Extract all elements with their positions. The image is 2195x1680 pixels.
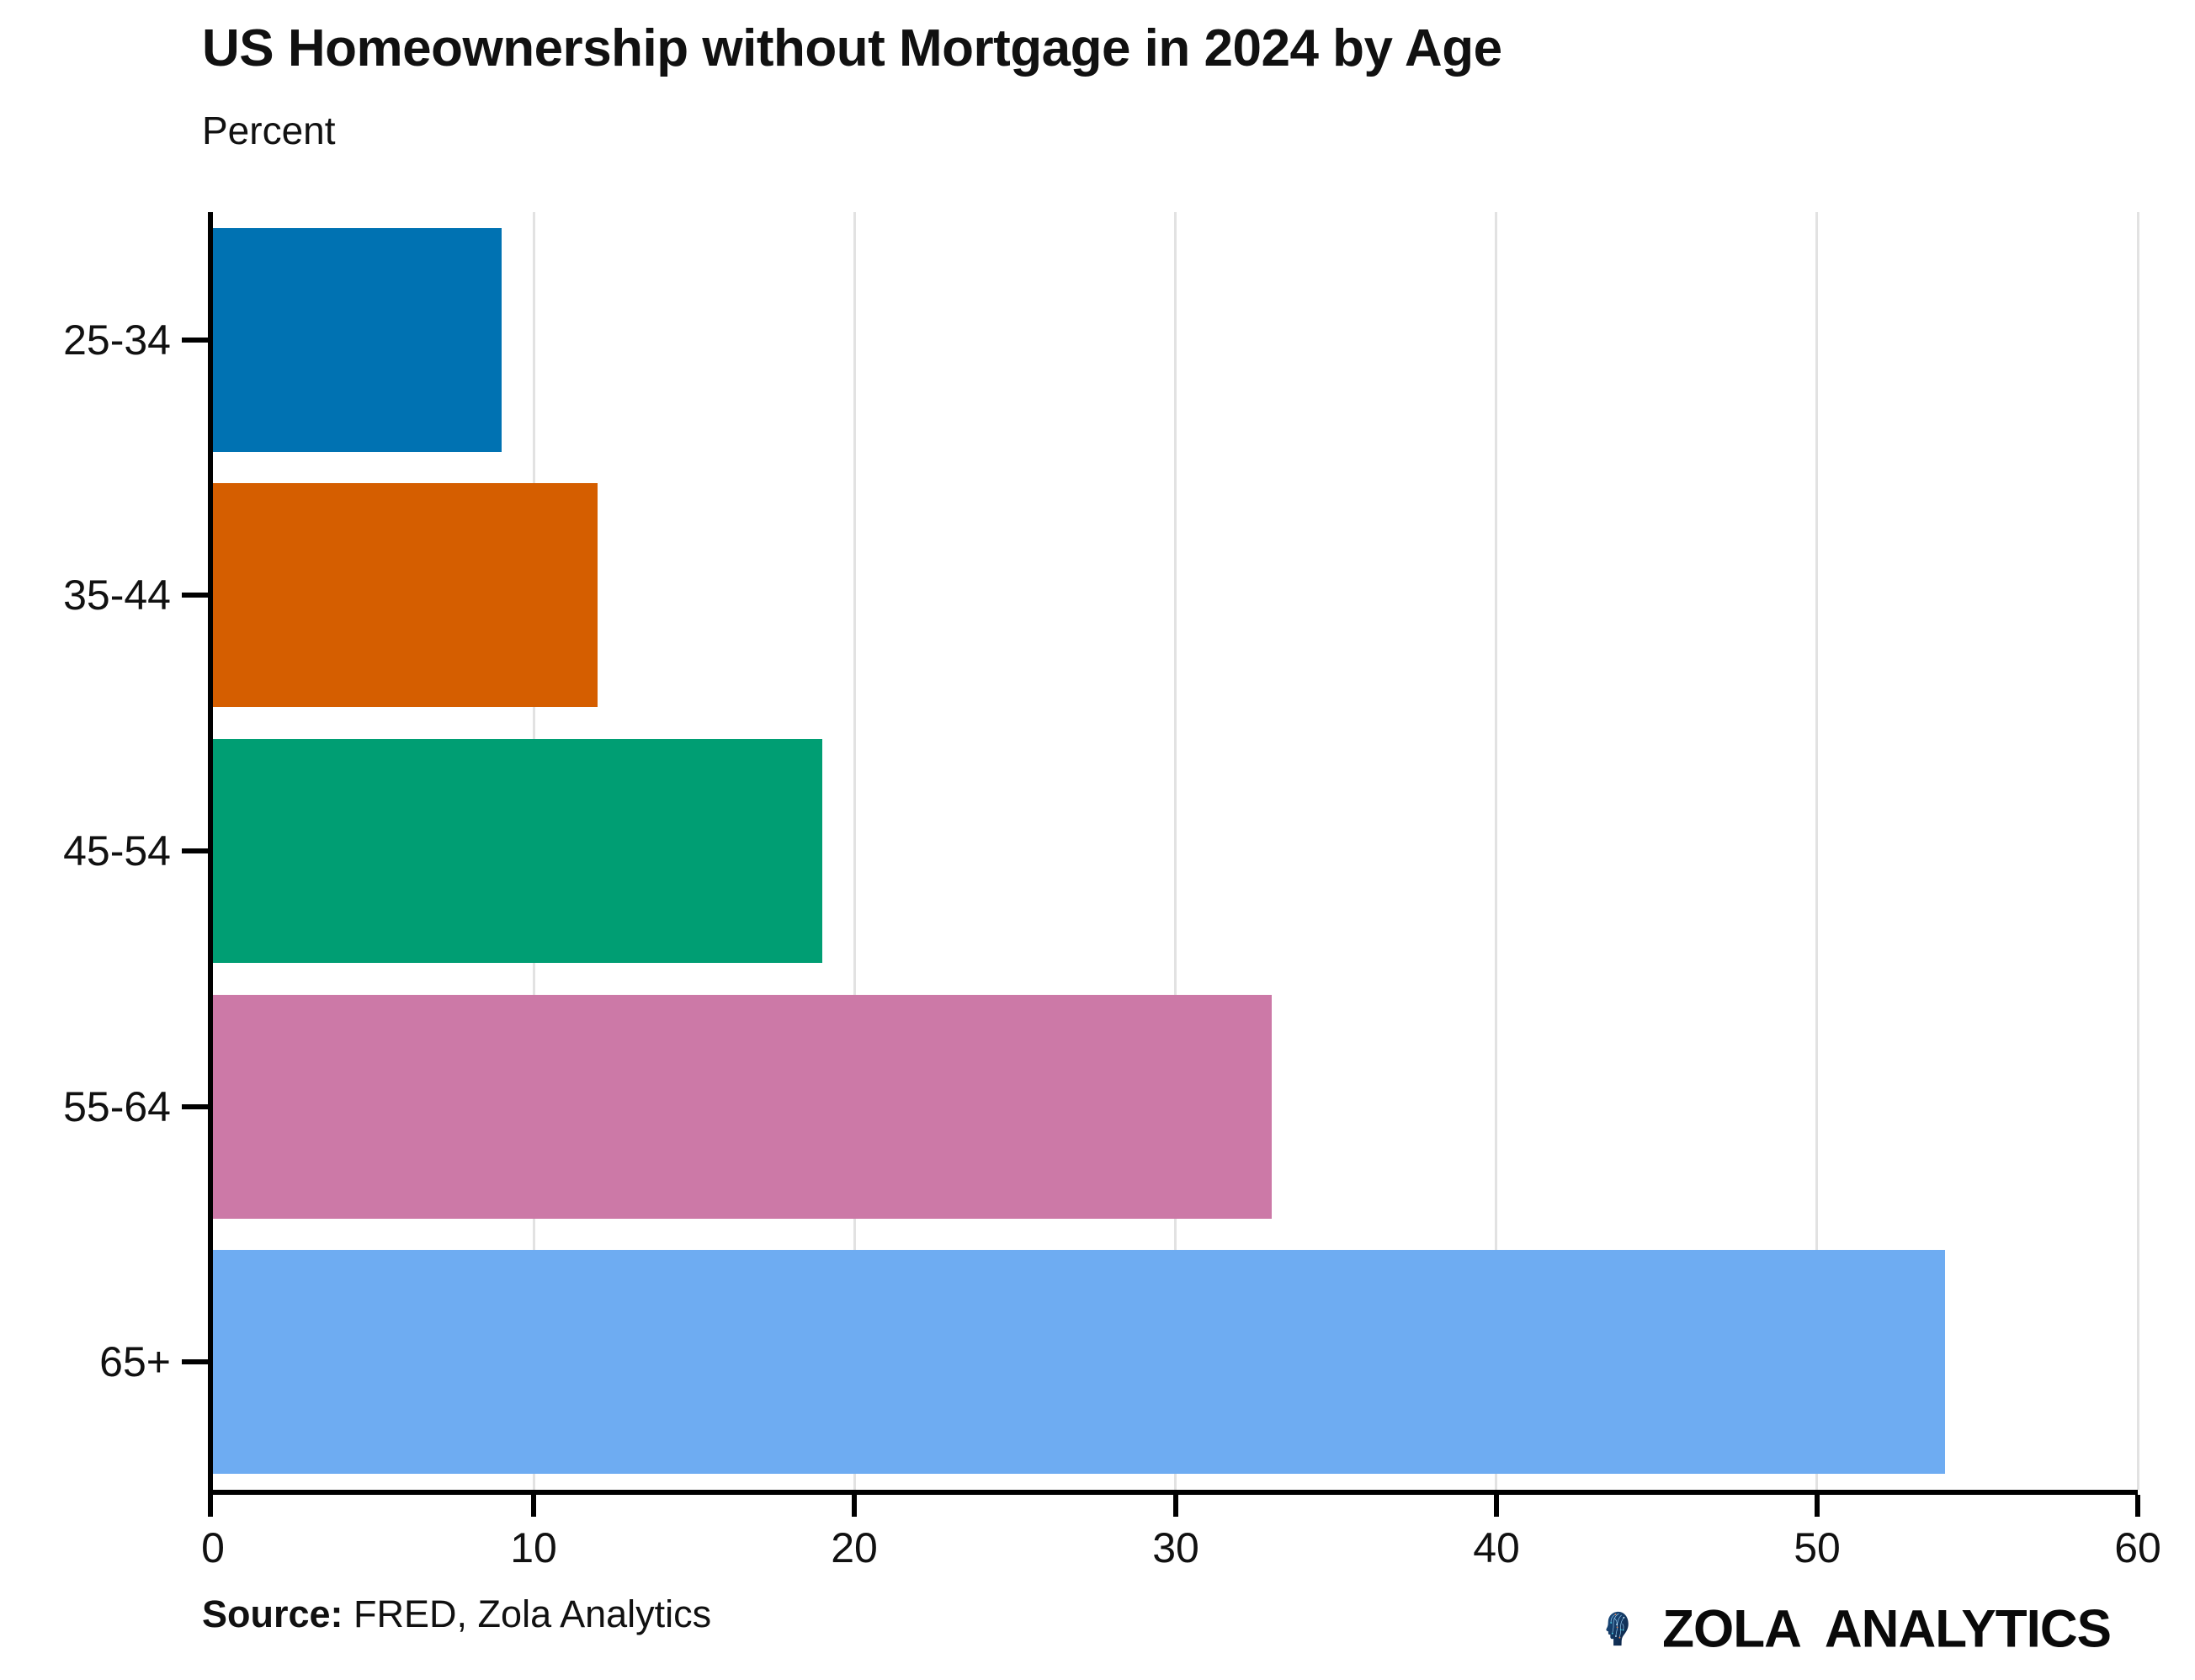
x-tick-mark-30: [1173, 1495, 1178, 1517]
x-tick-mark-50: [1815, 1495, 1820, 1517]
x-tick-mark-0: [208, 1495, 213, 1517]
x-tick-label-30: 30: [1152, 1524, 1199, 1571]
chart-subtitle: Percent: [202, 109, 336, 152]
gridline-30: [1174, 212, 1177, 1490]
x-tick-label-10: 10: [510, 1524, 557, 1571]
x-tick-label-0: 0: [201, 1524, 225, 1571]
logo-text: ZOLA ANALYTICS: [1662, 1598, 2112, 1659]
gridline-20: [853, 212, 856, 1490]
y-tick-label-55-64: 55-64: [63, 1083, 171, 1130]
y-tick-mark: [182, 1104, 208, 1109]
chart-title: US Homeownership without Mortgage in 202…: [202, 19, 1502, 77]
x-tick-label-40: 40: [1473, 1524, 1520, 1571]
x-tick-label-50: 50: [1794, 1524, 1841, 1571]
bar-25-34: [213, 228, 502, 452]
x-tick-mark-20: [852, 1495, 857, 1517]
y-tick-label-35-44: 35-44: [63, 572, 171, 619]
x-tick-label-60: 60: [2114, 1524, 2161, 1571]
y-tick-label-65-: 65+: [99, 1338, 171, 1385]
zola-analytics-logo: ZOLA ANALYTICS: [1606, 1582, 2112, 1675]
y-tick-label-45-54: 45-54: [63, 827, 171, 875]
gridline-50: [1815, 212, 1819, 1490]
x-tick-label-20: 20: [831, 1524, 878, 1571]
logo-word-2: ANALYTICS: [1824, 1598, 2112, 1659]
source-note: Source: FRED, Zola Analytics: [202, 1592, 711, 1636]
plot-area: 25-34 35-44 45-54 55-64 65+ 0 10 20 30 40 50 60: [63, 212, 2161, 1569]
x-tick-mark-40: [1494, 1495, 1499, 1517]
gridline-60: [2136, 212, 2139, 1490]
y-tick-mark: [182, 848, 208, 853]
x-tick-mark-10: [531, 1495, 536, 1517]
bar-55-64: [213, 995, 1272, 1219]
bar-45-54: [213, 739, 823, 963]
y-tick-mark: [182, 338, 208, 343]
bar-35-44: [213, 483, 598, 707]
gridline-40: [1495, 212, 1498, 1490]
bar-65-: [213, 1250, 1946, 1474]
y-tick-label-25-34: 25-34: [63, 316, 171, 364]
source-label: Source:: [202, 1592, 343, 1635]
circuit-head-icon: [1606, 1611, 1629, 1646]
y-tick-mark: [182, 593, 208, 598]
y-tick-mark: [182, 1359, 208, 1364]
logo-word-1: ZOLA: [1662, 1598, 1802, 1659]
source-text: FRED, Zola Analytics: [343, 1592, 712, 1635]
x-tick-mark-60: [2135, 1495, 2140, 1517]
